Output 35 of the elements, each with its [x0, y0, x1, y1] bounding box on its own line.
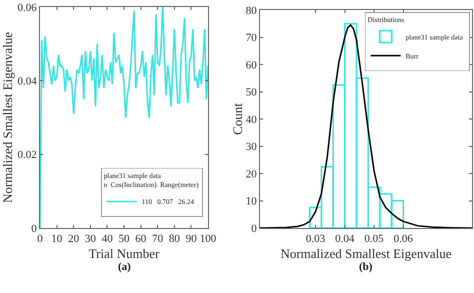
y-tick-label: 0: [31, 222, 38, 235]
x-tick-label: 0.03: [306, 233, 326, 246]
x-tick-label: 100: [200, 233, 217, 246]
y-tick-label: 70: [246, 32, 258, 44]
x-tick-label: 80: [168, 233, 180, 246]
line-series: [40, 7, 208, 228]
x-tick-label: 90: [186, 233, 198, 246]
x-tick-label: 50: [118, 233, 130, 246]
y-tick-label: 10: [246, 196, 258, 208]
x-tick-label: 0.05: [364, 233, 384, 246]
y-tick-label: 30: [246, 141, 258, 154]
text: (b): [359, 261, 373, 273]
x-tick-label: 0.04: [335, 233, 355, 246]
x-tick-label: 20: [68, 233, 80, 246]
y-tick-label: 0.02: [18, 149, 37, 162]
line-series: [260, 24, 472, 228]
x-tick-label: 30: [84, 233, 96, 246]
y-tick-label: 0.06: [18, 2, 38, 14]
y-axis-title: Normalized Smallest Eigenvalue: [0, 32, 15, 204]
y-tick-label: 60: [246, 59, 258, 72]
x-tick-label: 40: [102, 233, 114, 246]
y-tick-label: 50: [246, 86, 258, 99]
y-tick-label: 40: [246, 114, 258, 126]
x-tick-label: 60: [135, 233, 147, 246]
x-tick-label: 0.06: [394, 233, 414, 246]
text: (a): [118, 261, 132, 273]
y-tick-label: 0.04: [18, 76, 38, 88]
x-tick-label: 70: [152, 233, 164, 246]
y-tick-label: 20: [246, 168, 258, 180]
x-axis-title: Normalized Smallest Eigenvalue: [280, 246, 452, 261]
x-tick-label: 10: [51, 233, 63, 246]
y-axis-title: Count: [230, 102, 245, 135]
y-tick-label: 80: [246, 4, 258, 17]
y-tick-label: 0: [251, 222, 258, 235]
x-axis-title: Trial Number: [88, 246, 160, 261]
